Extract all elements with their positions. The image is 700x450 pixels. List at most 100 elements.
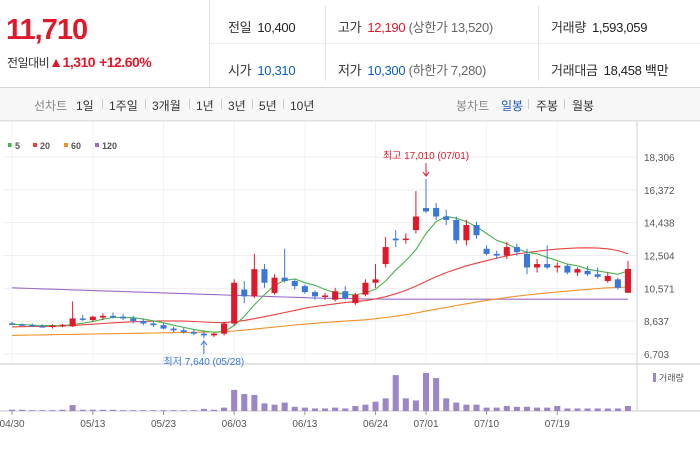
volume-bar [503,405,510,411]
volume-bar [342,408,349,411]
ma60-line [11,286,629,336]
high-annotation: 최고 17,010 (07/01) [383,150,469,162]
volume-bar [594,408,601,411]
volume-label: 거래량 [659,372,684,383]
candle-body [221,323,228,334]
candle-body [271,277,278,293]
volume-bar [301,407,308,411]
stat-open: 시가 10,310 [228,60,296,79]
volume-bar [311,408,318,411]
range-1w[interactable]: 1주일 [109,99,138,113]
candle-body [433,208,440,217]
low-annotation: 최저 7,640 (05/28) [164,356,245,368]
volume-bar [584,408,591,411]
x-tick-label: 07/10 [474,419,499,430]
stock-chart: 5 20 60 120 최고 17,010 (07/01) 최저 7,640 (05/2… [0,121,700,430]
stat-label: 고가 [338,20,362,35]
candle-body [473,225,480,236]
change-percent: +12.60% [99,54,152,70]
candle-body [89,316,96,321]
volume-bar [362,404,369,411]
divider [210,43,700,44]
low-arrow-head [200,340,208,346]
divider [283,99,284,109]
candle-daily[interactable]: 일봉 [501,99,524,113]
candle-body [19,324,26,326]
legend-label-ma120: 120 [102,141,117,151]
candle-monthly[interactable]: 월봉 [572,99,595,113]
volume-bar [614,408,621,411]
volume-bar [544,407,551,411]
stat-value: 12,190 [367,20,406,35]
y-tick-label: 10,571 [644,284,675,295]
candle-body [332,291,339,300]
volume-bar [210,409,218,411]
candle-body [79,318,86,320]
candle-body [362,282,369,295]
candle-body [523,253,531,268]
range-3y[interactable]: 3년 [228,99,246,113]
volume-bar [140,410,147,411]
volume-bar [180,410,187,411]
x-tick-label: 06/13 [292,419,317,430]
stat-label: 거래대금 [551,63,598,78]
x-axis: 04/30 05/13 05/23 06/03 06/13 06/24 07/01 07/10… [0,411,570,430]
range-10y[interactable]: 10년 [290,99,315,113]
candle-body [422,208,430,212]
candle-body [463,225,470,241]
range-5y[interactable]: 5년 [259,99,277,113]
volume-bar [372,401,379,411]
change-info: 전일대비▲1,310 +12.60% [7,54,152,71]
candle-body [372,279,379,283]
range-3m[interactable]: 3개월 [152,99,181,113]
legend-label-ma5: 5 [15,141,20,151]
volume-bar [453,402,460,411]
y-tick-label: 8,637 [644,317,669,328]
volume-bar [281,402,288,411]
stat-value: 18,458 [603,63,642,78]
y-axis: 18,306 16,372 14,438 12,504 10,571 8,637 6,703 [644,153,675,361]
candles [9,179,631,339]
candle-body [392,238,399,241]
volume-bar [89,409,96,411]
volume-bar [49,410,56,411]
divider [145,99,146,109]
candle-body [170,328,177,331]
change-label: 전일대비 [7,56,50,70]
volume-bar [322,408,329,411]
candle-body [109,315,117,318]
stat-value: 10,310 [257,63,296,78]
volume-bar [291,406,298,411]
y-tick-label: 18,306 [644,153,675,164]
volume-bar [69,405,76,411]
candle-body [261,269,268,283]
candle-body [564,265,571,273]
candle-weekly[interactable]: 주봉 [536,99,559,113]
candle-body [241,289,248,297]
legend-swatch-ma20 [33,143,37,147]
volume-bar [231,389,238,411]
volume-bar [483,407,490,411]
chart-toolbar: 선차트 1일 1주일 3개월 1년 3년 5년 10년 봉차트 일봉 주봉 월봉 [0,88,700,121]
stat-low: 저가 10,300 (하한가 7,280) [338,60,486,79]
candle-body [99,315,106,318]
candle-chart-label: 봉차트 [456,99,490,113]
candle-body [130,318,137,321]
volume-bar [19,409,26,411]
range-1y[interactable]: 1년 [196,99,214,113]
candle-body [291,281,298,287]
range-1d[interactable]: 1일 [76,99,94,113]
divider [102,99,103,109]
volume-bar [352,405,359,411]
ma120-line [11,287,628,300]
volume-panel: 거래량 [9,372,684,411]
volume-bar [493,407,500,411]
candle-body [402,238,409,241]
candle-body [311,292,318,297]
candle-body [534,264,541,268]
line-chart-label: 선차트 [34,99,68,113]
volume-bar [604,408,611,411]
candle-body [483,248,490,254]
stat-prev-close: 전일 10,400 [228,17,296,36]
x-tick-label: 06/03 [222,419,247,430]
